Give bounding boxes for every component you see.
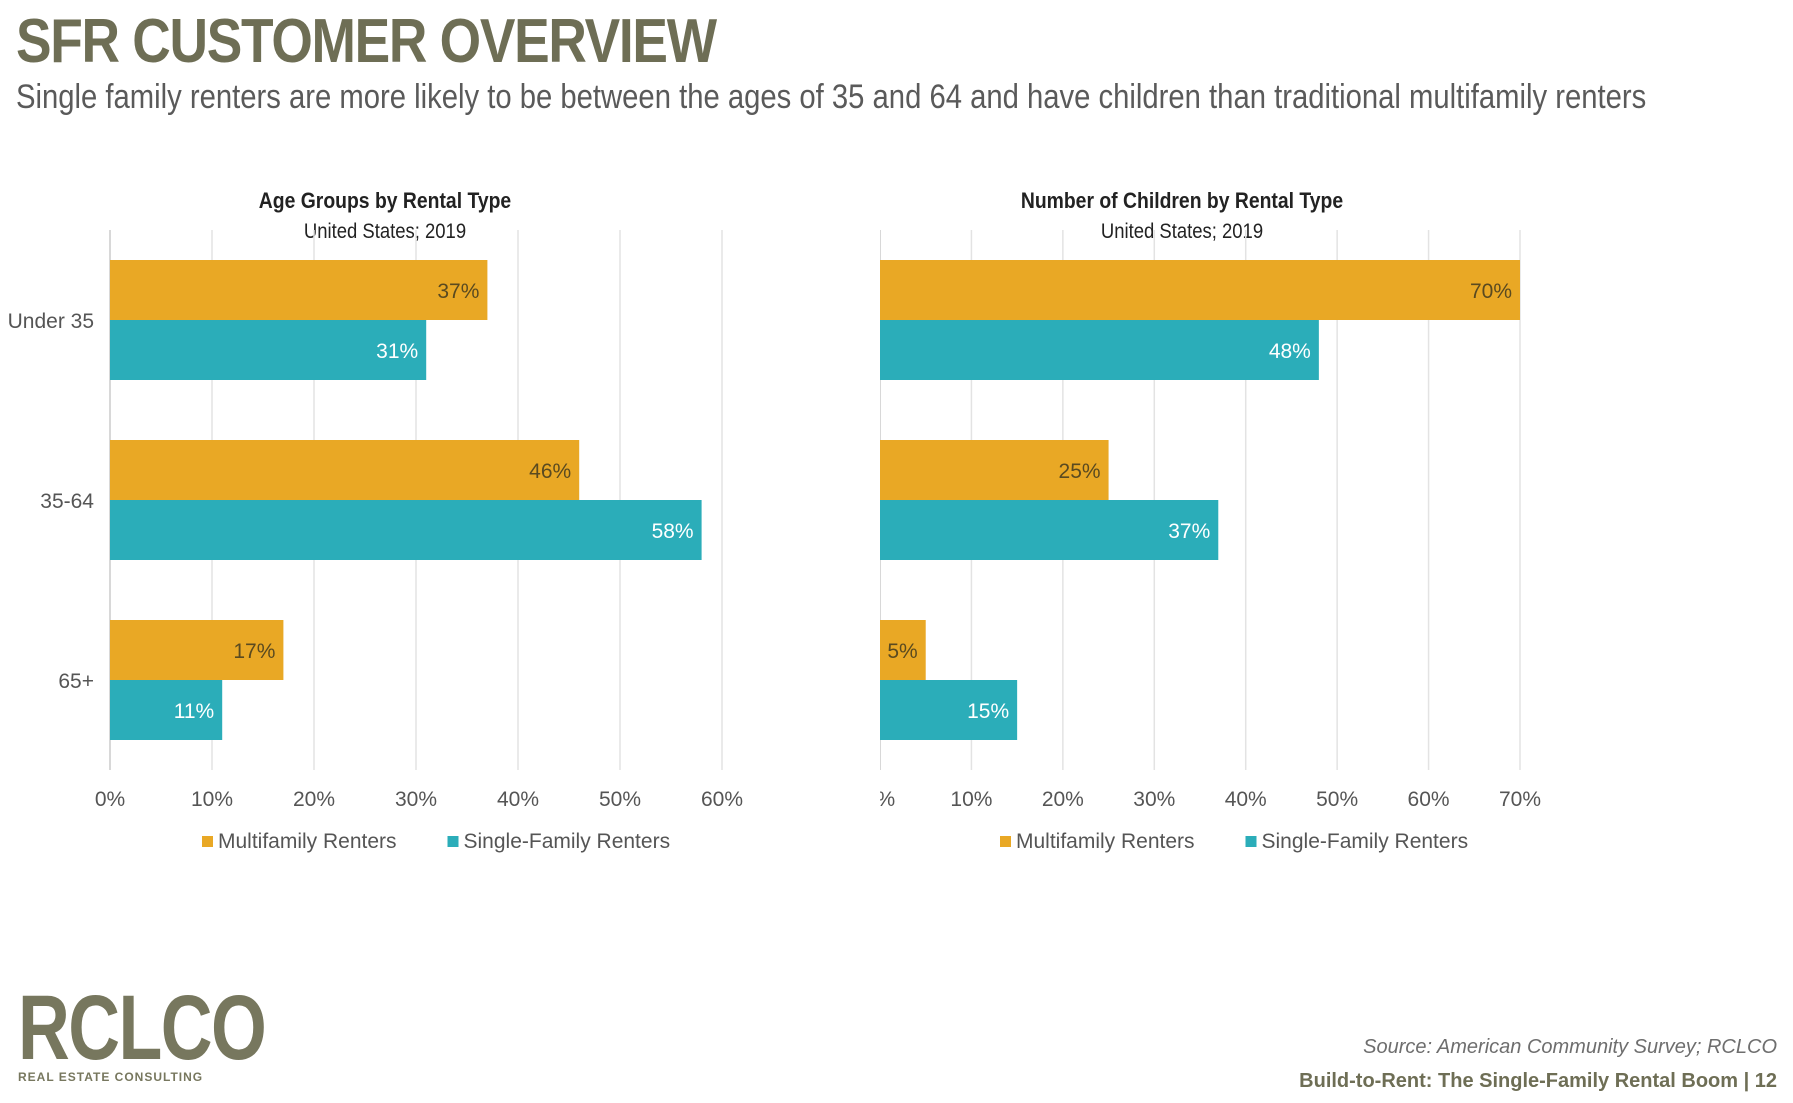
bar-single-family xyxy=(880,680,1018,740)
x-tick-label: 60% xyxy=(1408,788,1450,811)
bar-single-family xyxy=(110,500,702,560)
x-tick-label: 50% xyxy=(599,788,641,811)
chart-title: Age Groups by Rental Type xyxy=(259,189,511,213)
bar-multifamily xyxy=(880,620,926,680)
bar-single-family xyxy=(110,680,223,740)
bar-multifamily xyxy=(110,620,284,680)
data-label: 5% xyxy=(887,640,917,663)
x-tick-label: 0% xyxy=(880,788,895,811)
x-tick-label: 50% xyxy=(1316,788,1358,811)
page-subtitle: Single family renters are more likely to… xyxy=(16,78,1647,116)
chart-subtitle: United States; 2019 xyxy=(1101,220,1263,243)
legend-label-single-family: Single-Family Renters xyxy=(1262,830,1469,853)
legend-swatch-multifamily xyxy=(202,836,213,847)
legend-swatch-multifamily xyxy=(1000,836,1011,847)
chart-subtitle: United States; 2019 xyxy=(304,220,466,243)
legend-swatch-single-family xyxy=(447,836,459,847)
chart-title: Number of Children by Rental Type xyxy=(1021,189,1343,213)
logo-tagline: REAL ESTATE CONSULTING xyxy=(18,1070,204,1084)
children-chart: Number of Children by Rental Type United … xyxy=(880,189,1541,853)
data-label: 31% xyxy=(376,340,418,363)
data-label: 25% xyxy=(1059,460,1101,483)
x-tick-label: 10% xyxy=(950,788,992,811)
category-label: Under 35 xyxy=(8,310,94,333)
x-tick-label: 30% xyxy=(1133,788,1175,811)
bar-single-family xyxy=(110,320,427,380)
x-tick-label: 60% xyxy=(701,788,743,811)
bar-single-family xyxy=(880,320,1319,380)
page-title: SFR CUSTOMER OVERVIEW xyxy=(16,7,717,76)
bar-multifamily xyxy=(110,440,580,500)
age-groups-chart: Age Groups by Rental Type United States; … xyxy=(8,189,743,853)
x-tick-label: 20% xyxy=(293,788,335,811)
data-label: 48% xyxy=(1269,340,1311,363)
data-label: 46% xyxy=(529,460,571,483)
data-label: 15% xyxy=(967,700,1009,723)
data-label: 70% xyxy=(1470,280,1512,303)
source-note: Source: American Community Survey; RCLCO xyxy=(1363,1036,1777,1058)
rclco-logo: RCLCO REAL ESTATE CONSULTING xyxy=(18,977,335,1084)
x-tick-label: 40% xyxy=(1225,788,1267,811)
data-label: 37% xyxy=(437,280,479,303)
data-label: 11% xyxy=(174,700,214,723)
data-label: 37% xyxy=(1168,520,1210,543)
footer-report-title: Build-to-Rent: The Single-Family Rental … xyxy=(1299,1070,1777,1092)
bar-multifamily xyxy=(880,260,1520,320)
bar-multifamily xyxy=(110,260,488,320)
x-tick-label: 20% xyxy=(1042,788,1084,811)
legend-label-multifamily: Multifamily Renters xyxy=(218,830,397,853)
category-label: 65+ xyxy=(58,670,94,693)
category-label: 35-64 xyxy=(40,490,94,513)
legend-swatch-single-family xyxy=(1245,836,1257,847)
x-tick-label: 40% xyxy=(497,788,539,811)
x-tick-label: 10% xyxy=(191,788,233,811)
data-label: 17% xyxy=(233,640,275,663)
logo-wordmark: RCLCO xyxy=(18,977,267,1079)
x-tick-label: 70% xyxy=(1499,788,1541,811)
legend-label-multifamily: Multifamily Renters xyxy=(1016,830,1195,853)
legend-label-single-family: Single-Family Renters xyxy=(464,830,671,853)
bar-single-family xyxy=(880,500,1219,560)
x-tick-label: 0% xyxy=(95,788,125,811)
x-tick-label: 30% xyxy=(395,788,437,811)
data-label: 58% xyxy=(652,520,694,543)
bar-multifamily xyxy=(880,440,1109,500)
